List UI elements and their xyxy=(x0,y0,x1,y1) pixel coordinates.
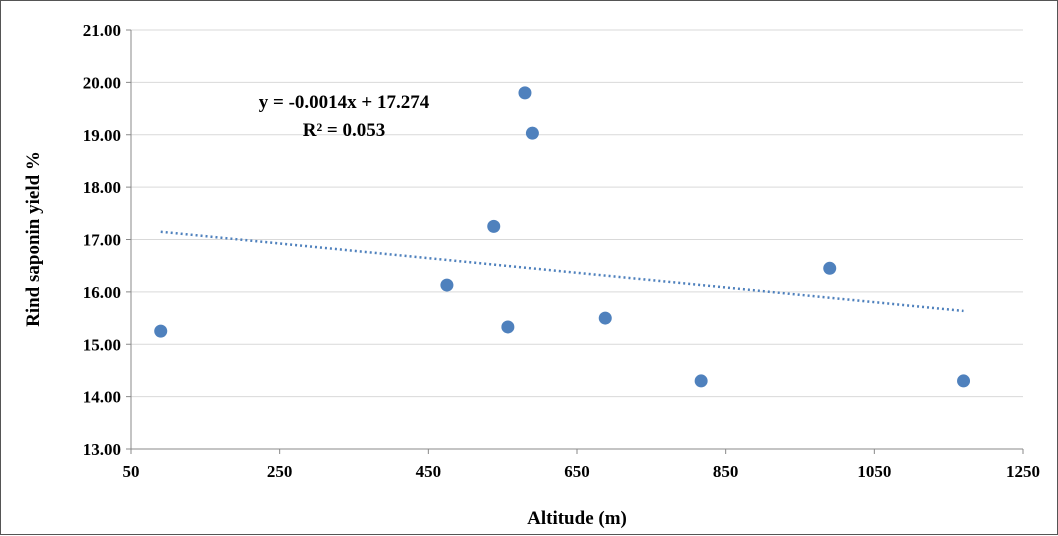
trendline-path xyxy=(160,230,964,313)
y-tick-label: 18.00 xyxy=(83,178,121,197)
data-point xyxy=(501,320,515,334)
data-point xyxy=(694,374,708,388)
x-tick-label: 1250 xyxy=(1006,462,1040,481)
data-point xyxy=(487,219,501,233)
axes xyxy=(126,29,1024,454)
y-tick-label: 21.00 xyxy=(83,21,121,40)
x-tick-label: 1050 xyxy=(857,462,891,481)
data-point xyxy=(154,324,168,338)
gridlines xyxy=(131,29,1023,398)
x-tick-label: 450 xyxy=(416,462,442,481)
trendline-equation: y = -0.0014x + 17.274 xyxy=(259,92,430,113)
data-points xyxy=(154,86,971,388)
y-tick-label: 19.00 xyxy=(83,126,121,145)
data-point xyxy=(823,261,837,275)
y-axis-title: Rind saponin yield % xyxy=(23,151,44,327)
data-point xyxy=(598,311,612,325)
x-axis-title: Altitude (m) xyxy=(527,508,627,529)
y-tick-labels: 13.00 14.00 15.00 16.00 17.00 18.00 19.00 20.00… xyxy=(83,21,121,459)
y-tick-label: 17.00 xyxy=(83,231,121,250)
y-tick-label: 13.00 xyxy=(83,440,121,459)
y-tick-label: 16.00 xyxy=(83,283,121,302)
y-tick-label: 14.00 xyxy=(83,388,121,407)
trendline xyxy=(160,230,964,313)
data-point xyxy=(440,278,454,292)
x-tick-label: 650 xyxy=(564,462,590,481)
data-point xyxy=(525,126,539,140)
x-tick-label: 250 xyxy=(267,462,293,481)
data-point xyxy=(518,86,532,100)
x-tick-label: 50 xyxy=(123,462,140,481)
r-squared-label: R² = 0.053 xyxy=(303,120,386,141)
x-tick-labels: 50 250 450 650 850 1050 1250 xyxy=(123,462,1041,481)
data-point xyxy=(957,374,971,388)
y-tick-label: 20.00 xyxy=(83,73,121,92)
y-tick-label: 15.00 xyxy=(83,335,121,354)
x-tick-label: 850 xyxy=(713,462,739,481)
